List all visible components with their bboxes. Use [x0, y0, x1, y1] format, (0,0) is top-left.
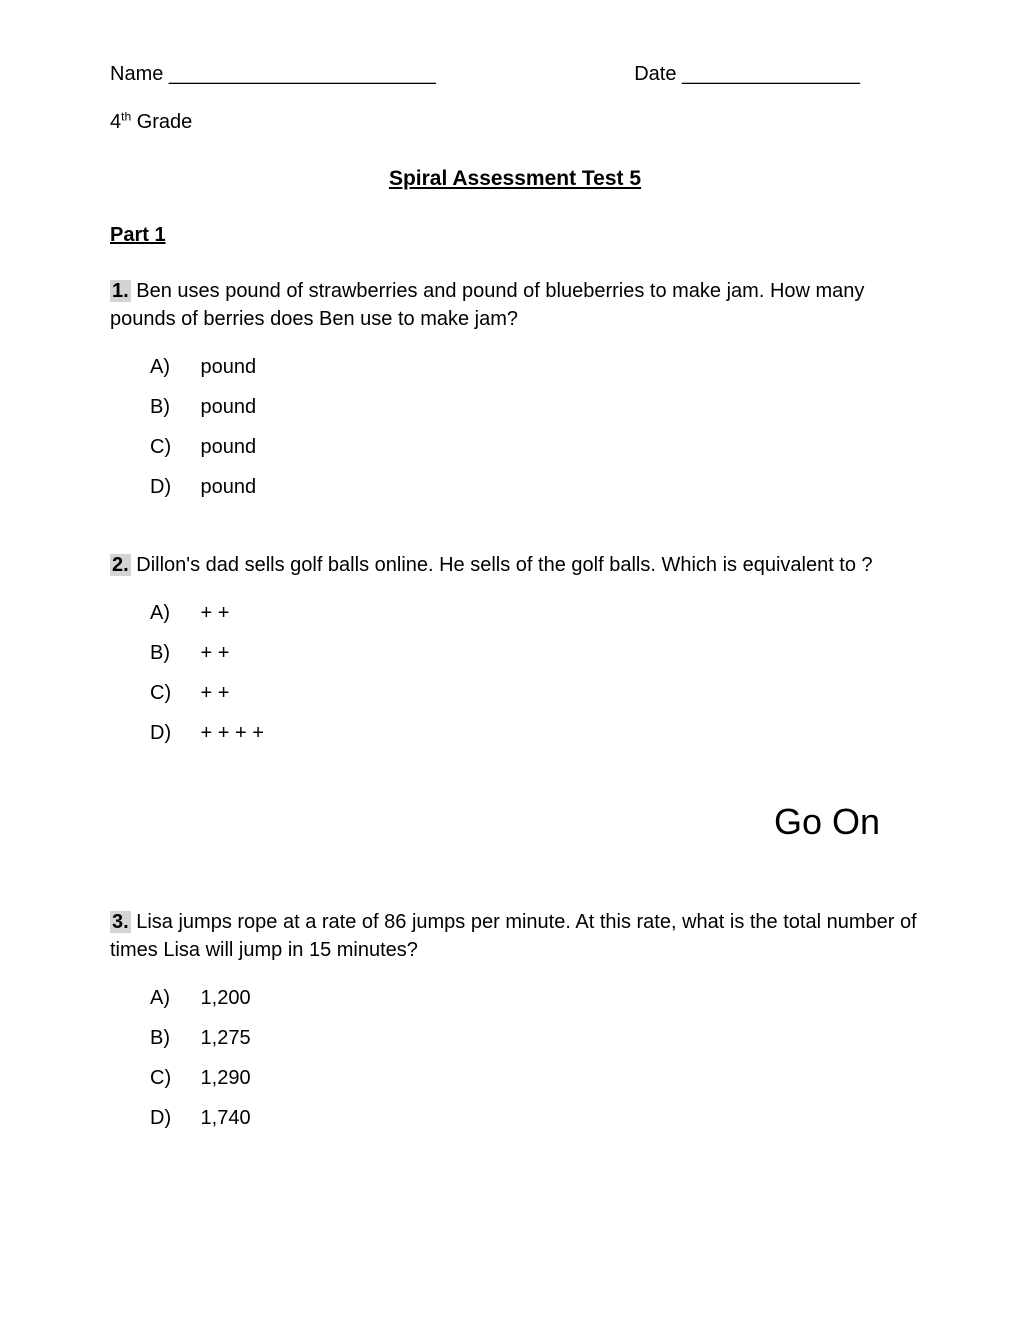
choice-text: pound	[195, 396, 256, 418]
part-heading: Part 1	[110, 221, 920, 249]
question-3: 3. Lisa jumps rope at a rate of 86 jumps…	[110, 908, 920, 964]
question-text-2: Dillon's dad sells golf balls online. He…	[131, 554, 873, 576]
choice-letter: A)	[150, 984, 195, 1012]
question-1: 1. Ben uses pound of strawberries and po…	[110, 277, 920, 333]
choice-2d: D) + + + +	[150, 719, 920, 747]
question-text-1: Ben uses pound of strawberries and pound…	[110, 280, 864, 330]
question-block-3: 3. Lisa jumps rope at a rate of 86 jumps…	[110, 908, 920, 1132]
question-2: 2. Dillon's dad sells golf balls online.…	[110, 551, 920, 579]
choice-1d: D) pound	[150, 473, 920, 501]
choice-letter: C)	[150, 1064, 195, 1092]
choices-2: A) + + B) + + C) + + D) + + + +	[150, 599, 920, 747]
choice-letter: B)	[150, 393, 195, 421]
question-text-3: Lisa jumps rope at a rate of 86 jumps pe…	[110, 911, 917, 961]
choice-3d: D) 1,740	[150, 1104, 920, 1132]
question-number-3: 3.	[110, 911, 131, 933]
choice-text: + +	[195, 682, 229, 704]
choice-text: + +	[195, 642, 229, 664]
choice-2b: B) + +	[150, 639, 920, 667]
choice-letter: C)	[150, 679, 195, 707]
choice-text: 1,200	[195, 987, 251, 1009]
choice-3c: C) 1,290	[150, 1064, 920, 1092]
choice-text: 1,275	[195, 1027, 251, 1049]
go-on: Go On	[110, 797, 880, 847]
choice-text: pound	[195, 356, 256, 378]
choice-1c: C) pound	[150, 433, 920, 461]
choice-1a: A) pound	[150, 353, 920, 381]
page-title: Spiral Assessment Test 5	[110, 164, 920, 193]
question-block-1: 1. Ben uses pound of strawberries and po…	[110, 277, 920, 501]
choice-letter: D)	[150, 473, 195, 501]
choices-3: A) 1,200 B) 1,275 C) 1,290 D) 1,740	[150, 984, 920, 1132]
grade-text: Grade	[131, 111, 192, 133]
choice-letter: B)	[150, 1024, 195, 1052]
question-number-2: 2.	[110, 554, 131, 576]
question-number-1: 1.	[110, 280, 131, 302]
date-field: Date ________________	[634, 60, 860, 88]
choice-letter: D)	[150, 719, 195, 747]
choice-3b: B) 1,275	[150, 1024, 920, 1052]
choice-letter: B)	[150, 639, 195, 667]
choice-letter: C)	[150, 433, 195, 461]
choice-text: + +	[195, 602, 229, 624]
choice-3a: A) 1,200	[150, 984, 920, 1012]
choice-text: + + + +	[195, 722, 264, 744]
choice-text: 1,290	[195, 1067, 251, 1089]
name-field: Name ________________________	[110, 60, 436, 88]
grade-level: 4th Grade	[110, 108, 920, 136]
choice-text: 1,740	[195, 1107, 251, 1129]
grade-prefix: 4	[110, 111, 121, 133]
choice-text: pound	[195, 476, 256, 498]
question-block-2: 2. Dillon's dad sells golf balls online.…	[110, 551, 920, 747]
choice-2a: A) + +	[150, 599, 920, 627]
choice-letter: D)	[150, 1104, 195, 1132]
choice-text: pound	[195, 436, 256, 458]
choice-letter: A)	[150, 353, 195, 381]
choices-1: A) pound B) pound C) pound D) pound	[150, 353, 920, 501]
choice-1b: B) pound	[150, 393, 920, 421]
grade-suffix: th	[121, 109, 131, 123]
header-row: Name ________________________ Date _____…	[110, 60, 920, 88]
choice-2c: C) + +	[150, 679, 920, 707]
choice-letter: A)	[150, 599, 195, 627]
